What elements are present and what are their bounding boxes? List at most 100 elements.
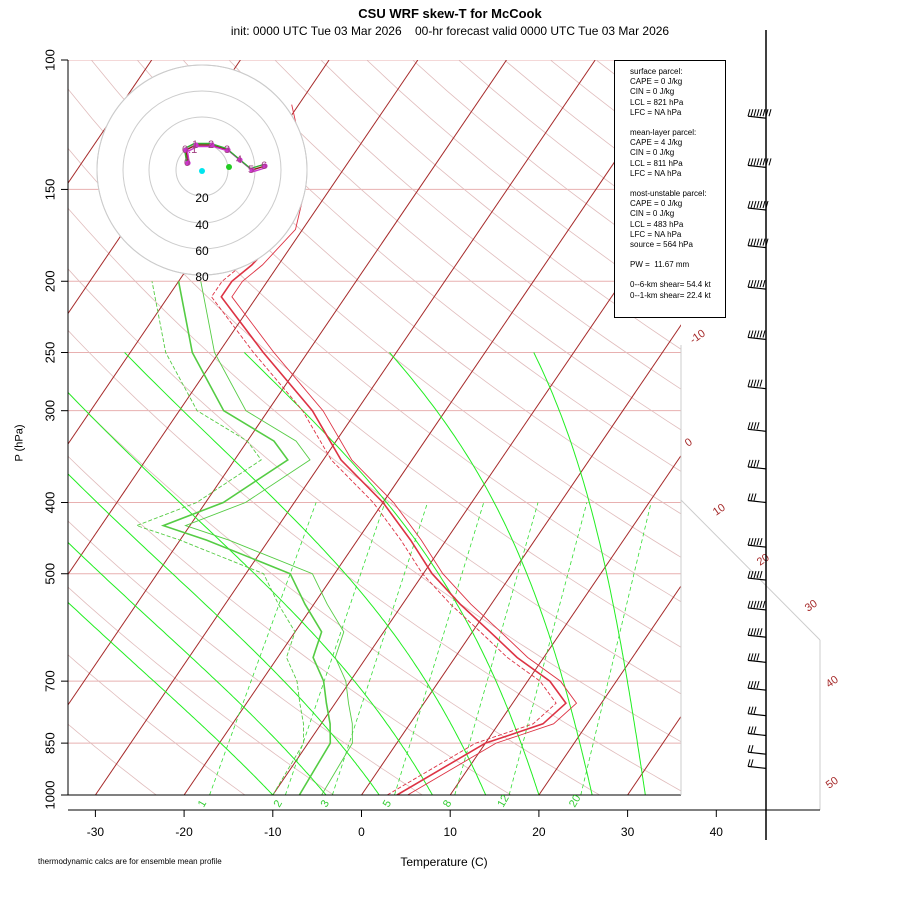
parcel-info-box: surface parcel: CAPE = 0 J/kg CIN = 0 J/… — [614, 60, 726, 318]
footnote: thermodynamic calcs are for ensemble mea… — [38, 857, 222, 866]
mixing-ratio-label: 3 — [319, 798, 332, 809]
surface-lfc: LFC = NA hPa — [630, 107, 682, 117]
wind-barb-feather — [759, 330, 763, 338]
dewpoint-profile — [135, 281, 305, 795]
wind-barb-feather — [747, 570, 751, 579]
wind-barb-feather — [753, 726, 757, 734]
hodograph-marker — [226, 164, 232, 170]
surface-cin: CIN = 0 J/kg — [630, 87, 675, 97]
wind-barb-feather — [750, 200, 754, 209]
wind-barb — [747, 428, 767, 432]
moist-adiabat — [68, 541, 327, 795]
mixing-ratio-line — [508, 502, 588, 795]
wind-barb-feather — [759, 238, 763, 246]
most-unstable-header: most-unstable parcel: — [630, 189, 707, 199]
x-tick-label: 0 — [358, 825, 365, 839]
wind-barb-feather — [750, 726, 754, 734]
wind-barb-feather — [762, 600, 766, 609]
x-axis-label: Temperature (C) — [400, 855, 488, 869]
mixing-ratio-line — [209, 502, 317, 795]
dry-adiabat — [90, 60, 681, 558]
dry-adiabat — [68, 88, 681, 603]
isotherm-label: 20 — [755, 552, 772, 569]
wind-barb-feather — [759, 200, 763, 209]
dry-adiabat — [68, 520, 424, 795]
wind-barb-feather — [747, 493, 751, 501]
y-axis-label: P (hPa) — [13, 424, 26, 462]
dry-adiabat — [136, 60, 681, 515]
isotherm-label: -10 — [688, 328, 708, 347]
wind-barb-feather — [753, 681, 757, 689]
wind-barb — [747, 466, 767, 470]
mixing-ratio-line — [394, 502, 485, 795]
chart-subtitle: init: 0000 UTC Tue 03 Mar 2026 00-hr for… — [230, 24, 670, 38]
storm-motion-marker — [199, 168, 205, 174]
moist-adiabat — [68, 601, 274, 795]
y-tick-label: 700 — [43, 670, 58, 692]
isotherm-line — [94, 60, 596, 795]
shear-0-6km: 0--6-km shear= 54.4 kt — [630, 280, 711, 290]
wind-barb-feather — [753, 706, 757, 714]
wind-barb-feather — [747, 745, 751, 753]
wind-barb-feather — [750, 422, 754, 430]
isotherm-label: 10 — [711, 502, 728, 519]
mixing-ratio-line — [331, 502, 428, 795]
hodograph-height-label: 1 — [192, 139, 198, 151]
wind-barb — [747, 659, 767, 663]
hodograph-ring-label: 60 — [195, 244, 209, 258]
hodograph-point — [209, 142, 215, 148]
dry-adiabat — [68, 147, 681, 648]
wind-barb-feather — [753, 379, 757, 387]
wind-barb-feather — [762, 280, 766, 288]
wind-barb-feather — [753, 200, 757, 209]
wind-barb-feather — [759, 628, 763, 636]
wind-barb-feather — [756, 422, 760, 430]
ml-cin: CIN = 0 J/kg — [630, 148, 675, 158]
chart-title: CSU WRF skew-T for McCook — [358, 6, 542, 21]
x-tick-label: 30 — [621, 825, 635, 839]
isotherm-line — [68, 60, 419, 576]
mixing-ratio-label: 5 — [381, 798, 394, 809]
wind-barb-feather — [756, 238, 760, 246]
plot-extension-edge — [680, 499, 821, 641]
mean-layer-header: mean-layer parcel: — [630, 128, 697, 138]
wind-barb — [747, 499, 767, 504]
hodograph-point — [193, 142, 199, 148]
hodograph-ring — [148, 116, 256, 224]
wind-barb-feather — [762, 158, 766, 166]
wind-barb-feather — [756, 537, 760, 546]
wind-barb-feather — [747, 422, 751, 430]
wind-barb-feather — [747, 706, 751, 714]
hodograph-point — [183, 147, 189, 153]
wind-barb — [747, 286, 767, 290]
wind-barb-feather — [756, 379, 760, 387]
y-tick-label: 500 — [43, 563, 58, 585]
y-tick-label: 200 — [43, 270, 58, 292]
dewpoint-profile — [184, 281, 353, 795]
hodograph-ring — [96, 64, 308, 276]
wind-barb-feather — [753, 570, 757, 579]
shear-0-1km: 0--1-km shear= 22.4 kt — [630, 290, 711, 300]
wind-barb — [747, 544, 767, 548]
dry-adiabat — [68, 455, 512, 795]
wind-barb — [747, 765, 767, 769]
isotherm-line — [538, 585, 681, 795]
hodograph-height-label: 4 — [236, 154, 242, 166]
ml-lcl: LCL = 811 hPa — [630, 158, 683, 168]
wind-barb-feather — [753, 330, 757, 338]
wind-barb-feather — [753, 238, 757, 246]
isotherm-line — [272, 193, 681, 795]
wind-barb-feather — [765, 200, 769, 209]
wind-barb-feather — [750, 745, 754, 753]
wind-barb-feather — [750, 628, 754, 636]
wind-barb-feather — [756, 200, 760, 209]
wind-barb-feather — [747, 726, 751, 734]
hodograph-point — [262, 163, 268, 169]
mixing-ratio-line — [285, 502, 386, 795]
dewpoint-profile — [160, 281, 332, 795]
wind-barb — [747, 607, 767, 611]
isotherm-line — [449, 454, 681, 795]
wind-barb-feather — [750, 459, 754, 468]
mixing-ratio-label: 2 — [272, 798, 285, 809]
x-tick-label: -20 — [175, 825, 193, 839]
